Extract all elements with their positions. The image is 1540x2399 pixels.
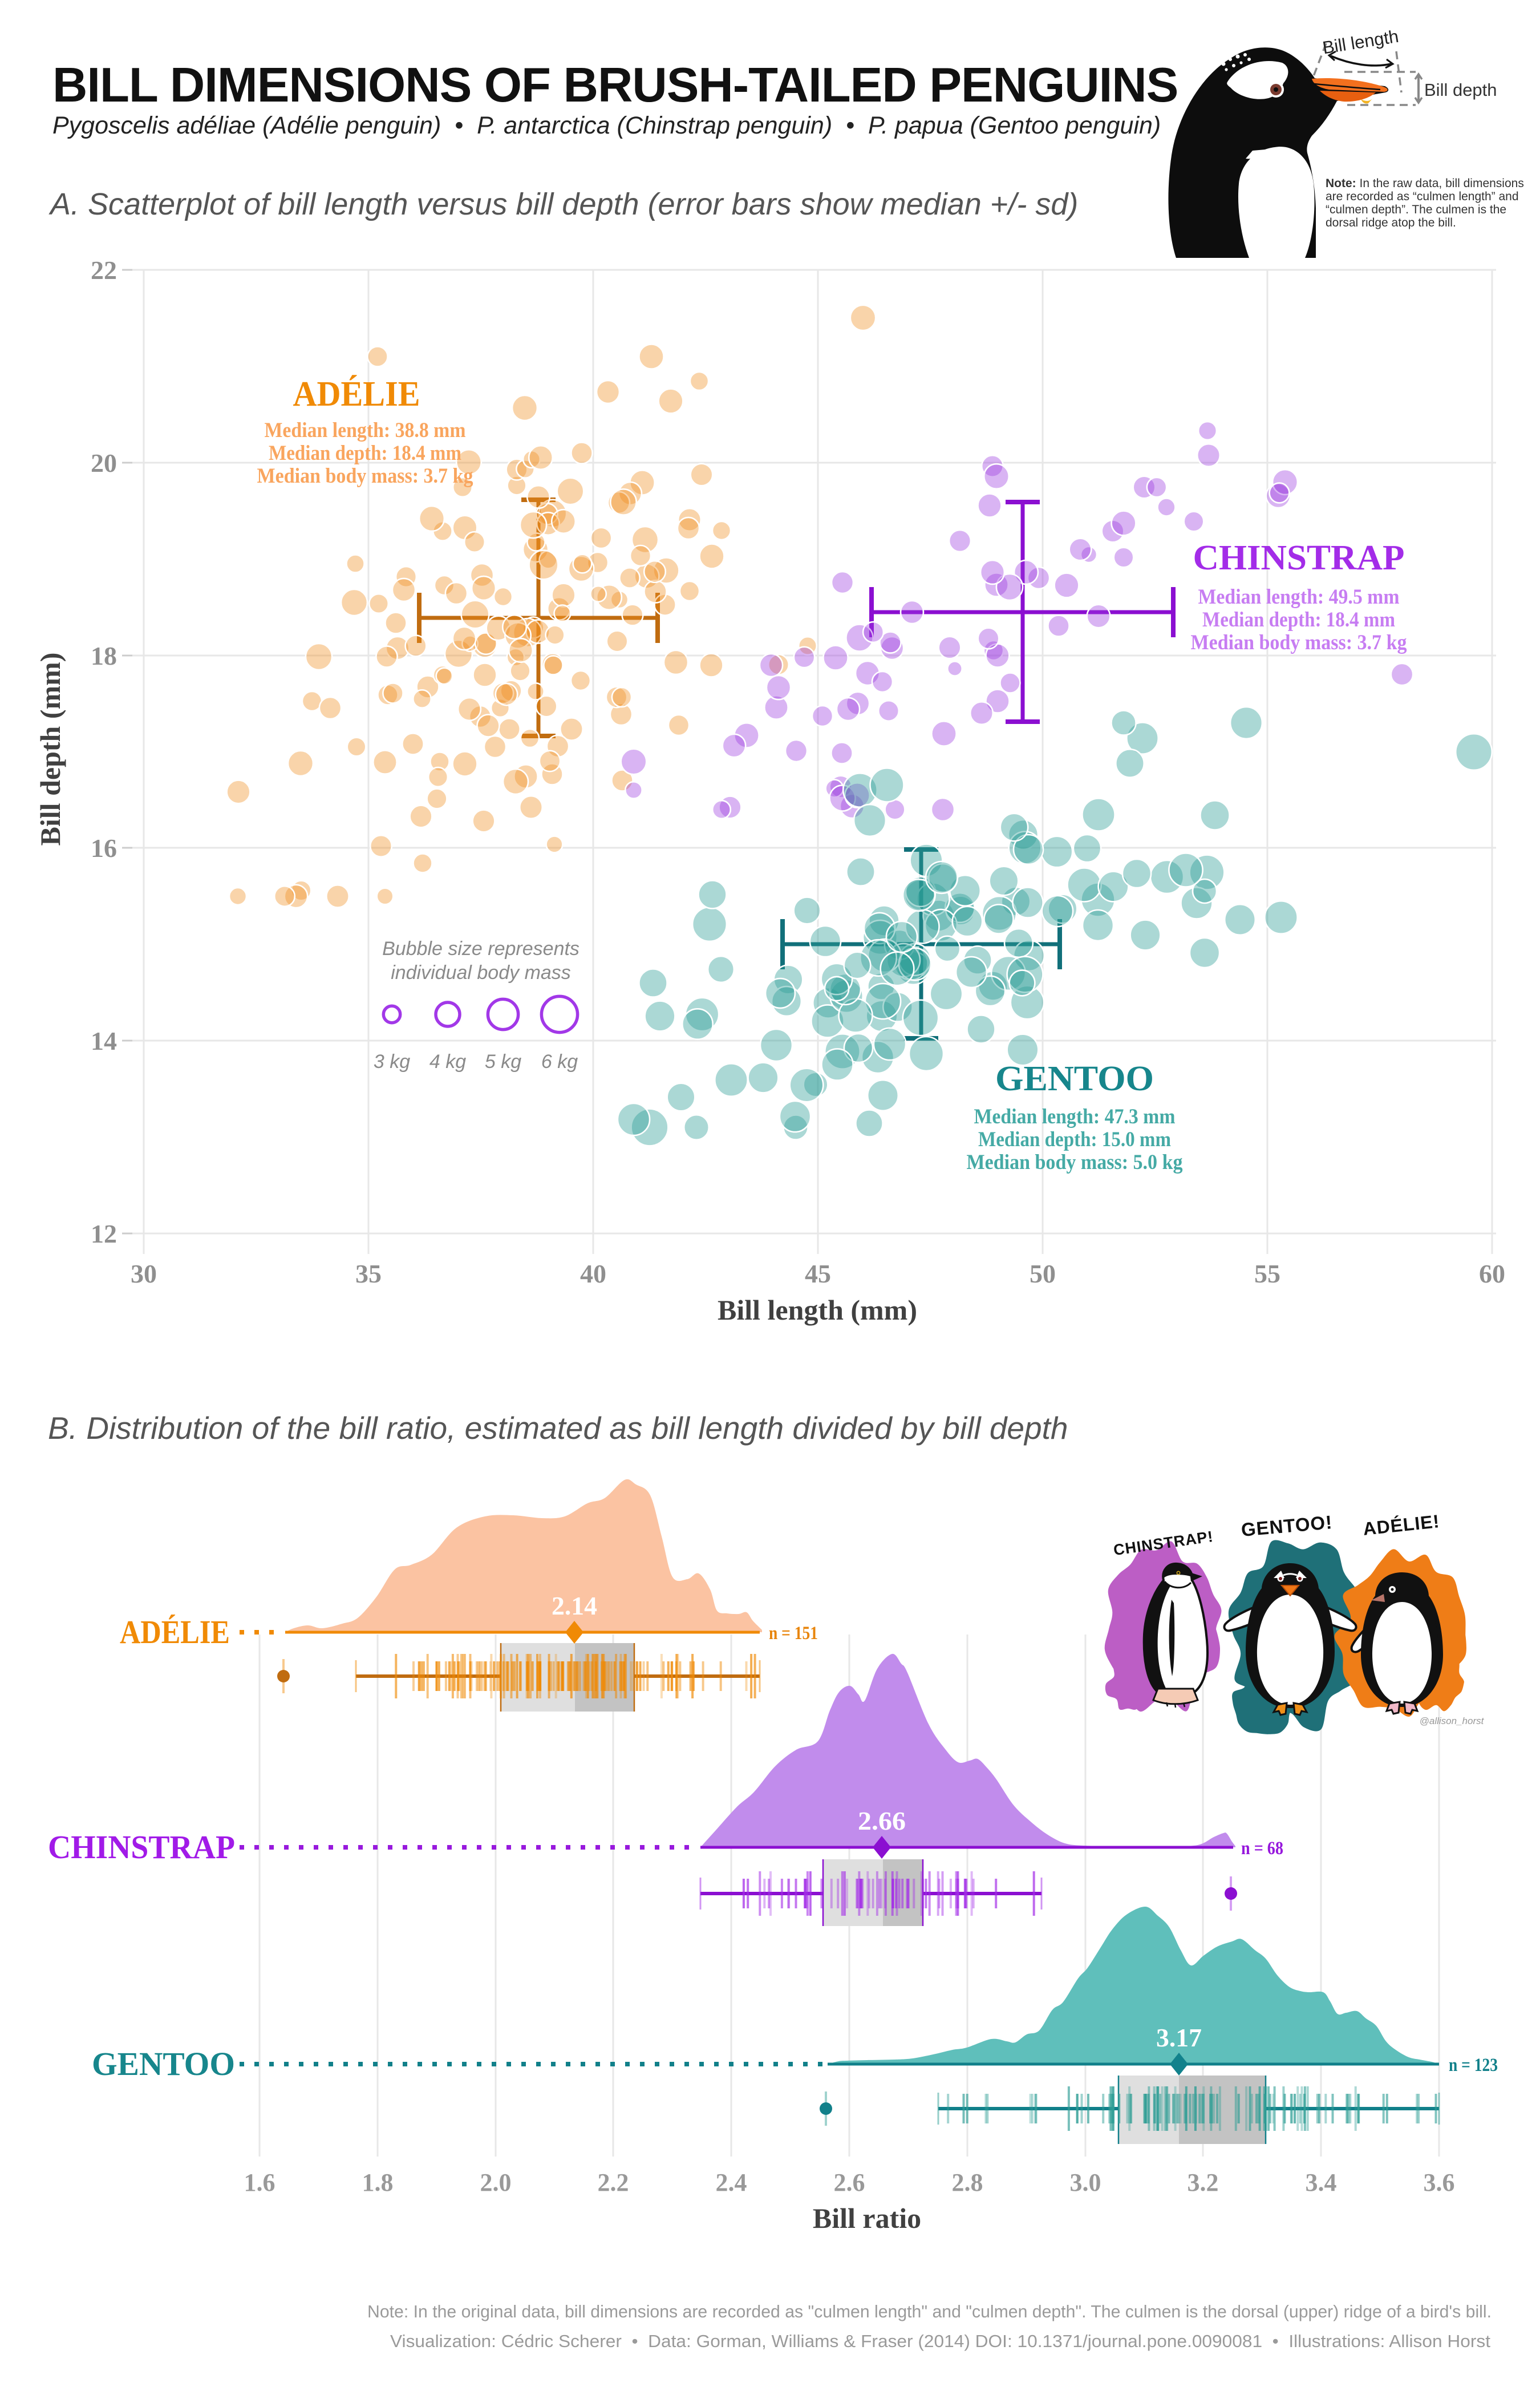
svg-text:1.6: 1.6 — [244, 2169, 275, 2196]
svg-text:1.8: 1.8 — [362, 2169, 394, 2196]
svg-text:22: 22 — [91, 256, 117, 285]
svg-text:2.14: 2.14 — [552, 1591, 597, 1620]
svg-text:3.6: 3.6 — [1424, 2169, 1455, 2196]
svg-text:3.4: 3.4 — [1306, 2169, 1337, 2196]
svg-text:Median body mass: 3.7 kg: Median body mass: 3.7 kg — [1191, 631, 1407, 654]
svg-text:Note: In the raw data, bill di: Note: In the raw data, bill dimensions — [1326, 177, 1524, 190]
svg-text:Pygoscelis adéliae (Adélie pen: Pygoscelis adéliae (Adélie penguin) • P.… — [52, 112, 1161, 139]
svg-text:Median body mass: 5.0 kg: Median body mass: 5.0 kg — [967, 1151, 1183, 1174]
svg-text:3.17: 3.17 — [1156, 2023, 1202, 2052]
svg-text:2.6: 2.6 — [834, 2169, 865, 2196]
svg-text:3 kg: 3 kg — [374, 1051, 410, 1073]
svg-text:B. Distribution of the bill ra: B. Distribution of the bill ratio, estim… — [48, 1410, 1068, 1446]
svg-text:45: 45 — [805, 1259, 831, 1288]
svg-text:CHINSTRAP: CHINSTRAP — [48, 1828, 235, 1866]
svg-text:40: 40 — [580, 1259, 606, 1288]
svg-text:BILL DIMENSIONS OF BRUSH-TAILE: BILL DIMENSIONS OF BRUSH-TAILED PENGUINS — [52, 58, 1178, 112]
svg-text:A. Scatterplot of bill length: A. Scatterplot of bill length versus bil… — [48, 187, 1078, 221]
svg-text:60: 60 — [1479, 1259, 1505, 1288]
svg-text:30: 30 — [131, 1259, 157, 1288]
svg-text:12: 12 — [91, 1219, 117, 1248]
svg-text:5 kg: 5 kg — [485, 1051, 521, 1073]
svg-text:GENTOO: GENTOO — [92, 2045, 235, 2082]
svg-text:Bubble size represents: Bubble size represents — [382, 938, 579, 960]
svg-text:are recorded as “culmen length: are recorded as “culmen length” and — [1326, 190, 1519, 203]
svg-text:Median body mass: 3.7 kg: Median body mass: 3.7 kg — [257, 464, 473, 488]
svg-text:Median length: 47.3 mm: Median length: 47.3 mm — [974, 1105, 1176, 1128]
svg-text:Visualization: Cédric Scherer: Visualization: Cédric Scherer • Data: Go… — [390, 2331, 1490, 2351]
svg-text:n = 68: n = 68 — [1241, 1838, 1283, 1859]
svg-text:3.0: 3.0 — [1070, 2169, 1101, 2196]
svg-text:GENTOO: GENTOO — [995, 1059, 1154, 1098]
svg-text:Bill length (mm): Bill length (mm) — [718, 1294, 917, 1326]
svg-text:“culmen depth”. The culmen is: “culmen depth”. The culmen is the — [1326, 203, 1506, 216]
svg-text:50: 50 — [1030, 1259, 1056, 1288]
svg-text:Median depth: 18.4 mm: Median depth: 18.4 mm — [269, 442, 461, 465]
svg-text:n = 151: n = 151 — [769, 1623, 818, 1644]
svg-text:Note: In the original data, bi: Note: In the original data, bill dimensi… — [367, 2301, 1492, 2321]
svg-text:3.2: 3.2 — [1188, 2169, 1219, 2196]
svg-text:16: 16 — [91, 834, 117, 863]
svg-text:35: 35 — [355, 1259, 382, 1288]
svg-text:Median depth: 15.0 mm: Median depth: 15.0 mm — [978, 1128, 1171, 1151]
svg-text:individual body mass: individual body mass — [391, 962, 571, 984]
svg-text:20: 20 — [91, 448, 117, 478]
svg-text:Median depth: 18.4 mm: Median depth: 18.4 mm — [1202, 608, 1395, 632]
svg-text:4 kg: 4 kg — [429, 1051, 466, 1073]
svg-text:2.2: 2.2 — [598, 2169, 629, 2196]
svg-text:dorsal ridge atop the bill.: dorsal ridge atop the bill. — [1326, 216, 1456, 229]
svg-text:Median length: 38.8 mm: Median length: 38.8 mm — [265, 419, 466, 442]
svg-text:ADÉLIE: ADÉLIE — [293, 375, 420, 414]
svg-text:2.4: 2.4 — [716, 2169, 747, 2196]
svg-text:Median length: 49.5 mm: Median length: 49.5 mm — [1198, 585, 1400, 609]
svg-text:Bill depth: Bill depth — [1424, 80, 1497, 100]
svg-text:ADÉLIE: ADÉLIE — [120, 1613, 230, 1650]
svg-text:Bill ratio: Bill ratio — [813, 2202, 921, 2234]
svg-text:2.66: 2.66 — [858, 1806, 906, 1835]
svg-text:Bill depth (mm): Bill depth (mm) — [34, 653, 66, 846]
svg-text:2.0: 2.0 — [480, 2169, 512, 2196]
svg-text:CHINSTRAP: CHINSTRAP — [1193, 539, 1405, 577]
svg-text:18: 18 — [91, 641, 117, 670]
svg-text:55: 55 — [1254, 1259, 1280, 1288]
svg-text:6 kg: 6 kg — [541, 1051, 578, 1073]
svg-text:14: 14 — [91, 1026, 117, 1055]
svg-text:@allison_horst: @allison_horst — [1420, 1716, 1485, 1726]
svg-text:2.8: 2.8 — [952, 2169, 983, 2196]
svg-text:n = 123: n = 123 — [1449, 2055, 1498, 2076]
